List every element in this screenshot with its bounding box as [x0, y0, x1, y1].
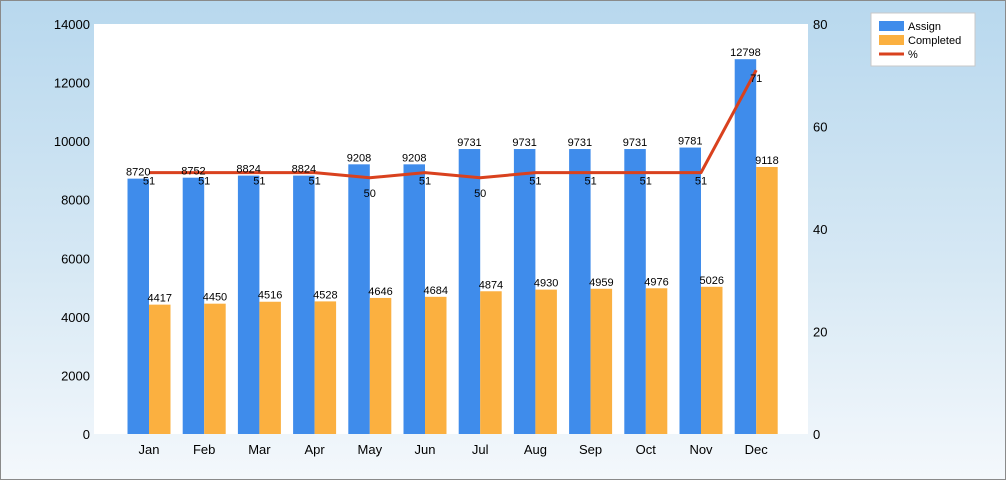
bars-layer: [127, 59, 778, 435]
line-label-jun: 51: [419, 176, 431, 188]
y-left-tick-label: 4000: [61, 310, 90, 325]
bar-completed-apr: [314, 301, 337, 434]
line-series-percent: [149, 69, 758, 180]
x-tick-label-mar: Mar: [248, 442, 271, 457]
bar-completed-feb: [204, 303, 226, 434]
x-tick-label-jul: Jul: [472, 442, 489, 457]
legend-swatch-assign: [879, 21, 904, 31]
bar-completed-oct: [645, 288, 668, 434]
bar-assign-jul: [458, 149, 481, 434]
data-label-assign-jun: 9208: [402, 152, 426, 164]
data-label-completed-feb: 4450: [203, 292, 227, 304]
data-label-assign-may: 9208: [347, 152, 371, 164]
x-tick-label-jun: Jun: [415, 442, 436, 457]
data-label-completed-jul: 4874: [479, 279, 503, 291]
data-label-completed-nov: 5026: [700, 275, 724, 287]
line-label-sep: 51: [584, 176, 596, 188]
data-label-assign-apr: 8824: [292, 164, 316, 176]
data-label-completed-jun: 4684: [424, 285, 448, 297]
data-label-assign-feb: 8752: [181, 166, 205, 178]
data-label-assign-dec: 12798: [730, 47, 761, 59]
line-label-nov: 51: [695, 176, 707, 188]
x-tick-label-aug: Aug: [524, 442, 547, 457]
x-tick-label-may: May: [358, 442, 383, 457]
data-label-completed-aug: 4930: [534, 278, 558, 290]
line-label-may: 50: [364, 188, 376, 200]
data-label-completed-may: 4646: [368, 286, 392, 298]
x-tick-label-apr: Apr: [304, 442, 325, 457]
bar-assign-dec: [734, 59, 757, 435]
y-left-tick-label: 12000: [54, 76, 90, 91]
bar-assign-jan: [127, 178, 149, 434]
y-right-tick-label: 60: [813, 120, 827, 135]
legend: Assign Completed%: [870, 12, 976, 67]
data-label-completed-oct: 4976: [644, 276, 668, 288]
x-tick-label-oct: Oct: [636, 442, 657, 457]
data-label-assign-sep: 9731: [568, 137, 592, 149]
bar-assign-jun: [403, 164, 425, 434]
line-label-dec: 71: [750, 73, 762, 85]
legend-swatch-completed: [879, 35, 904, 45]
data-label-assign-mar: 8824: [236, 164, 260, 176]
data-label-assign-nov: 9781: [678, 136, 702, 148]
axes-layer: Jan Feb Mar Apr May Jun Jul Aug Sep Oct Nov Dec0200…: [54, 17, 828, 457]
y-left-tick-label: 2000: [61, 368, 90, 383]
data-label-completed-dec: 9118: [755, 155, 779, 167]
line-label-aug: 51: [529, 176, 541, 188]
line-label-jan: 51: [143, 176, 155, 188]
x-tick-label-sep: Sep: [579, 442, 602, 457]
bar-assign-apr: [293, 175, 315, 434]
x-tick-label-feb: Feb: [193, 442, 215, 457]
data-label-completed-jan: 4417: [148, 293, 172, 305]
bar-completed-mar: [259, 301, 281, 434]
bar-assign-mar: [237, 175, 260, 434]
y-left-tick-label: 6000: [61, 251, 90, 266]
bar-assign-may: [348, 164, 370, 434]
y-right-tick-label: 80: [813, 17, 827, 32]
y-right-tick-label: 40: [813, 222, 827, 237]
bar-assign-sep: [569, 149, 591, 434]
y-left-tick-label: 10000: [54, 134, 90, 149]
bar-completed-jul: [480, 291, 502, 434]
data-label-assign-aug: 9731: [512, 137, 536, 149]
bar-completed-nov: [701, 286, 723, 434]
bar-completed-may: [369, 297, 392, 434]
legend-label-percent: %: [908, 49, 918, 61]
bar-completed-jun: [425, 296, 447, 434]
bar-assign-nov: [679, 147, 701, 434]
data-label-assign-jul: 9731: [457, 137, 481, 149]
data-label-completed-sep: 4959: [589, 277, 613, 289]
line-label-jul: 50: [474, 188, 486, 200]
data-labels-layer: 8720 4417 8752 4450 8824 4516 8824 4528 9208 4646…: [126, 47, 779, 304]
y-right-tick-label: 20: [813, 325, 827, 340]
y-right-tick-label: 0: [813, 427, 820, 442]
data-label-completed-apr: 4528: [313, 289, 337, 301]
line-label-feb: 51: [198, 176, 210, 188]
data-label-assign-oct: 9731: [623, 137, 647, 149]
bar-completed-aug: [535, 289, 557, 434]
legend-label-assign: Assign: [908, 21, 941, 33]
data-label-completed-mar: 4516: [258, 290, 282, 302]
legend-label-completed: Completed: [908, 35, 961, 47]
bar-assign-oct: [624, 149, 646, 434]
line-label-apr: 51: [308, 176, 320, 188]
line-label-oct: 51: [640, 176, 652, 188]
x-tick-label-jan: Jan: [139, 442, 160, 457]
bar-completed-sep: [590, 288, 613, 434]
x-tick-label-dec: Dec: [745, 442, 769, 457]
y-left-tick-label: 8000: [61, 193, 90, 208]
line-label-mar: 51: [253, 176, 265, 188]
bar-completed-jan: [149, 304, 171, 434]
bar-assign-aug: [513, 149, 536, 434]
x-tick-label-nov: Nov: [689, 442, 713, 457]
bar-assign-feb: [182, 177, 205, 435]
y-left-tick-label: 14000: [54, 17, 90, 32]
data-label-assign-jan: 8720: [126, 167, 150, 179]
line-layer: [149, 69, 758, 180]
y-left-tick-label: 0: [83, 427, 90, 442]
bar-completed-dec: [756, 166, 778, 435]
